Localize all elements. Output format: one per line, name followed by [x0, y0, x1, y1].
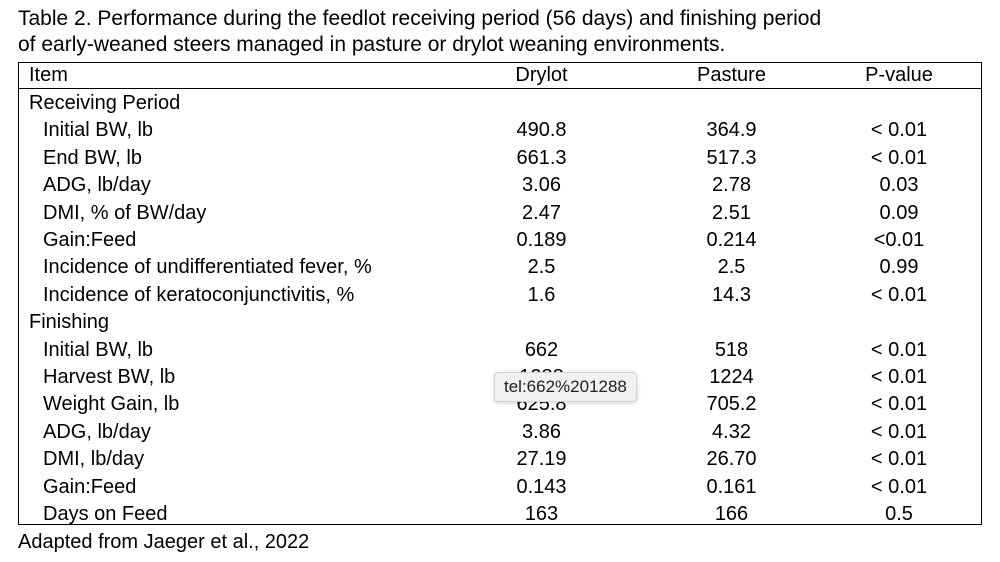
data-row: Gain:Feed 0.143 0.161 < 0.01 [19, 474, 981, 501]
data-row: ADG, lb/day 3.06 2.78 0.03 [19, 172, 981, 199]
value-cell: 0.189 [516, 229, 567, 251]
data-row: Initial BW, lb 662 518 < 0.01 [19, 337, 981, 364]
value-cell: 1224 [709, 366, 754, 388]
item-label: DMI, % of BW/day [43, 201, 207, 224]
section-row: Receiving Period [19, 90, 981, 117]
item-label: Incidence of keratoconjunctivitis, % [43, 283, 355, 306]
value-cell: 2.51 [712, 201, 751, 224]
value-cell: 26.70 [706, 448, 757, 471]
item-label: Initial BW, lb [43, 338, 154, 361]
value-cell: 1.6 [527, 283, 556, 306]
data-row: Initial BW, lb 490.8 364.9 < 0.01 [19, 117, 981, 144]
value-cell: 163 [524, 503, 559, 525]
header-row: Item Drylot Pasture P-value [19, 63, 981, 89]
value-cell: 0.143 [516, 475, 567, 498]
header-cell: Drylot [515, 64, 568, 86]
value-cell: 705.2 [706, 393, 757, 416]
item-label: Initial BW, lb [43, 119, 154, 142]
value-cell: <0.01 [873, 229, 925, 251]
value-cell: 0.161 [706, 475, 757, 498]
item-label: Gain:Feed [43, 475, 137, 498]
data-row: Days on Feed 163 166 0.5 [19, 501, 981, 528]
item-label: Harvest BW, lb [43, 366, 176, 388]
value-cell: 662 [524, 338, 559, 361]
title-line: of early-weaned steers managed in pastur… [18, 33, 726, 56]
section-label: Finishing [29, 311, 110, 334]
title-line: Table 2. Performance during the feedlot … [18, 7, 822, 30]
value-cell: 0.03 [879, 174, 919, 197]
table: Item Drylot Pasture P-value Receiving Period… [18, 62, 982, 525]
value-cell: 518 [714, 338, 749, 361]
item-label: ADG, lb/day [43, 420, 151, 443]
value-cell: < 0.01 [870, 475, 928, 498]
data-row: Incidence of keratoconjunctivitis, % 1.6 1… [19, 282, 981, 309]
value-cell: 661.3 [516, 146, 567, 169]
item-label: Incidence of undifferentiated fever, % [43, 256, 372, 279]
value-cell: 166 [714, 503, 749, 525]
value-cell: 490.8 [516, 119, 567, 142]
header-cell: Pasture [697, 64, 766, 86]
item-label: ADG, lb/day [43, 174, 151, 197]
data-row: Gain:Feed 0.189 0.214 <0.01 [19, 227, 981, 254]
value-cell: < 0.01 [870, 338, 928, 361]
value-cell: 2.47 [522, 201, 561, 224]
header-cell: Item [29, 64, 68, 86]
value-cell: 517.3 [706, 146, 757, 169]
value-cell: 4.32 [712, 420, 751, 443]
value-cell: 364.9 [706, 119, 757, 142]
value-cell: < 0.01 [870, 283, 928, 306]
source-note: Adapted from Jaeger et al., 2022 [18, 531, 310, 553]
value-cell: 14.3 [712, 283, 751, 306]
data-row: DMI, % of BW/day 2.47 2.51 0.09 [19, 200, 981, 227]
link-tooltip: tel:662%201288 [494, 372, 637, 402]
value-cell: < 0.01 [870, 119, 928, 142]
item-label: Gain:Feed [43, 229, 137, 251]
value-cell: 0.5 [885, 503, 913, 525]
data-row: DMI, lb/day 27.19 26.70 < 0.01 [19, 446, 981, 473]
item-label: End BW, lb [43, 146, 142, 169]
value-cell: 2.5 [717, 256, 746, 279]
value-cell: < 0.01 [870, 146, 928, 169]
value-cell: 3.06 [522, 174, 561, 197]
value-cell: < 0.01 [870, 420, 928, 443]
value-cell: < 0.01 [870, 448, 928, 471]
data-row: Incidence of undifferentiated fever, % 2.… [19, 254, 981, 281]
value-cell: < 0.01 [870, 366, 928, 388]
value-cell: < 0.01 [870, 393, 928, 416]
section-row: Finishing [19, 309, 981, 336]
data-row: End BW, lb 661.3 517.3 < 0.01 [19, 145, 981, 172]
section-label: Receiving Period [29, 92, 181, 114]
value-cell: 27.19 [516, 448, 567, 471]
value-cell: 2.78 [712, 174, 751, 197]
item-label: Days on Feed [43, 503, 168, 525]
value-cell: 3.86 [522, 420, 561, 443]
item-label: Weight Gain, lb [43, 393, 180, 416]
value-cell: 0.214 [706, 229, 757, 251]
header-cell: P-value [865, 64, 933, 86]
data-row: Weight Gain, lb 625.8 705.2 < 0.01 [19, 391, 981, 418]
item-label: DMI, lb/day [43, 448, 145, 471]
value-cell: 0.99 [879, 256, 919, 279]
data-row: ADG, lb/day 3.86 4.32 < 0.01 [19, 419, 981, 446]
value-cell: 2.5 [527, 256, 556, 279]
value-cell: 0.09 [879, 201, 919, 224]
